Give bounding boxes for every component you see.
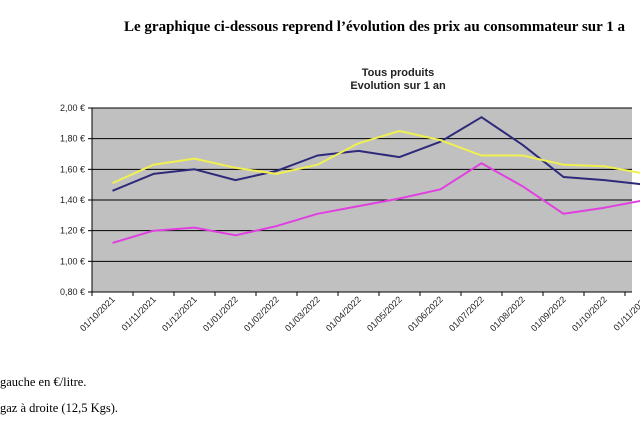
x-tick-label: 01/02/2022 (242, 294, 281, 333)
x-tick-label: 01/10/2022 (570, 294, 609, 333)
x-tick-label: 01/09/2022 (529, 294, 568, 333)
x-tick-label: 01/04/2022 (324, 294, 363, 333)
price-evolution-chart: Tous produits Evolution sur 1 an 0,80 € 1… (60, 67, 640, 333)
chart-title-line-1: Tous produits (362, 67, 435, 79)
x-axis-ticks: 01/10/2021 01/11/2021 01/12/2021 01/01/2022… (78, 292, 640, 333)
series-line-1 (112, 116, 640, 192)
note-right-axis: gaz à droite (12,5 Kgs). (0, 401, 119, 415)
y-tick-label: 1,00 € (60, 256, 85, 266)
note-left-axis: gauche en €/litre. (0, 375, 87, 389)
y-tick-label: 1,80 € (60, 134, 85, 144)
x-tick-label: 01/11/2021 (119, 294, 157, 332)
x-tick-label: 01/01/2022 (201, 294, 240, 333)
x-tick-label: 01/05/2022 (365, 294, 404, 333)
x-tick-label: 01/10/2021 (78, 294, 117, 333)
y-tick-label: 1,40 € (60, 195, 85, 205)
chart-title-line-2: Evolution sur 1 an (350, 80, 446, 92)
x-tick-label: 01/03/2022 (283, 294, 322, 333)
y-tick-label: 1,60 € (60, 164, 85, 174)
x-tick-label: 01/11/2022 (611, 294, 640, 332)
x-tick-label: 01/06/2022 (406, 294, 445, 333)
page-heading: Le graphique ci-dessous reprend l’évolut… (124, 19, 626, 35)
series-lines (112, 116, 640, 244)
y-tick-label: 2,00 € (60, 103, 85, 113)
x-tick-label: 01/07/2022 (447, 294, 486, 333)
x-tick-label: 01/12/2021 (160, 294, 199, 333)
x-tick-label: 01/08/2022 (488, 294, 527, 333)
series-line-2 (112, 130, 640, 185)
series-line-3 (112, 162, 640, 244)
y-tick-label: 0,80 € (60, 287, 85, 297)
y-axis-ticks: 0,80 € 1,00 € 1,20 € 1,40 € 1,60 € 1,80 € 2,00… (60, 103, 92, 297)
y-tick-label: 1,20 € (60, 226, 85, 236)
